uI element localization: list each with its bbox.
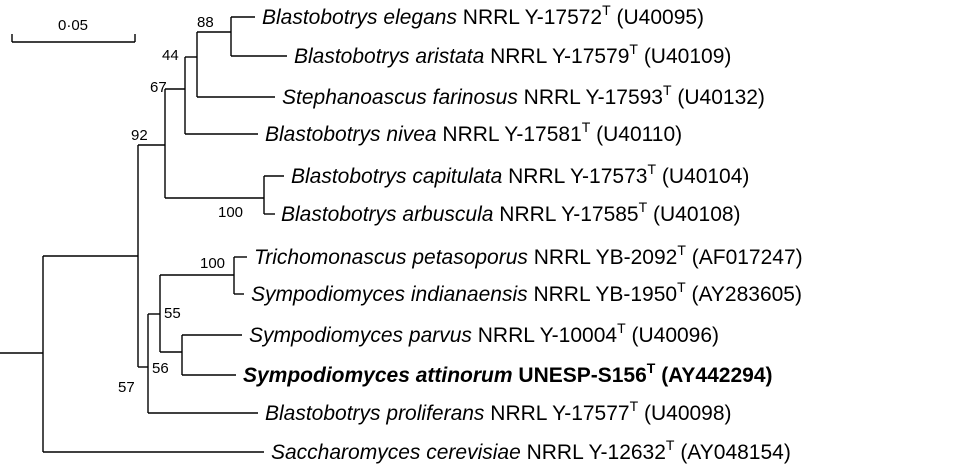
- bootstrap-88: 88: [197, 14, 214, 31]
- taxon-accession: (U40104): [656, 165, 749, 188]
- bootstrap-56: 56: [152, 360, 169, 377]
- taxon-strain: UNESP-S156: [513, 364, 647, 387]
- taxon-accession: (U40132): [672, 86, 765, 109]
- bootstrap-57: 57: [118, 379, 135, 396]
- taxon-label: Blastobotrys nivea NRRL Y-17581T (U40110…: [265, 119, 682, 146]
- taxon-label: Blastobotrys arbuscula NRRL Y-17585T (U4…: [281, 199, 741, 226]
- taxon-name: Trichomonascus petasoporus: [254, 246, 528, 269]
- taxon-name: Blastobotrys aristata: [294, 45, 484, 68]
- taxon-name: Blastobotrys nivea: [265, 123, 437, 146]
- taxon-name: Blastobotrys proliferans: [265, 402, 485, 425]
- taxon-label: Sympodiomyces attinorum UNESP-S156T (AY4…: [243, 360, 773, 387]
- bootstrap-55: 55: [164, 305, 181, 322]
- taxon-strain: NRRL Y-17572: [457, 6, 602, 29]
- taxon-strain: NRRL Y-17579: [484, 45, 629, 68]
- tree-branches: [0, 16, 287, 453]
- taxon-strain: NRRL Y-17585: [493, 203, 638, 226]
- taxon-name: Sympodiomyces attinorum: [243, 364, 513, 387]
- taxon-accession: (AF017247): [686, 246, 803, 269]
- taxon-labels: Blastobotrys elegans NRRL Y-17572T (U400…: [243, 2, 803, 464]
- taxon-name: Saccharomyces cerevisiae: [271, 441, 521, 464]
- taxon-strain: NRRL Y-17577: [484, 402, 629, 425]
- taxon-accession: (AY048154): [674, 441, 790, 464]
- type-strain-mark: T: [677, 279, 686, 295]
- taxon-name: Blastobotrys elegans: [262, 6, 457, 29]
- bootstrap-100-trichomonascus: 100: [200, 255, 225, 272]
- taxon-name: Blastobotrys arbuscula: [281, 203, 493, 226]
- bootstrap-100-arbuscula: 100: [218, 204, 243, 221]
- taxon-accession: (AY283605): [686, 283, 802, 306]
- taxon-accession: (U40108): [647, 203, 740, 226]
- type-strain-mark: T: [663, 82, 672, 98]
- taxon-accession: (AY442294): [655, 364, 772, 387]
- type-strain-mark: T: [629, 41, 638, 57]
- type-strain-mark: T: [647, 161, 656, 177]
- taxon-label: Sympodiomyces indianaensis NRRL YB-1950T…: [251, 279, 802, 306]
- taxon-label: Blastobotrys capitulata NRRL Y-17573T (U…: [291, 161, 749, 188]
- taxon-accession: (U40110): [590, 123, 682, 146]
- bootstrap-values: 88 44 67 92 100 100 55 56 57: [118, 14, 243, 396]
- type-strain-mark: T: [647, 360, 656, 376]
- taxon-name: Sympodiomyces indianaensis: [251, 283, 528, 306]
- taxon-strain: NRRL Y-17593: [518, 86, 663, 109]
- scale-bar: 0·05: [11, 17, 136, 43]
- taxon-strain: NRRL Y-12632: [521, 441, 666, 464]
- taxon-strain: NRRL Y-10004: [472, 324, 617, 347]
- bootstrap-44: 44: [162, 47, 179, 64]
- taxon-label: Saccharomyces cerevisiae NRRL Y-12632T (…: [271, 437, 791, 464]
- taxon-strain: NRRL YB-1950: [528, 283, 677, 306]
- taxon-label: Blastobotrys elegans NRRL Y-17572T (U400…: [262, 2, 704, 29]
- type-strain-mark: T: [617, 320, 626, 336]
- taxon-label: Trichomonascus petasoporus NRRL YB-2092T…: [254, 242, 803, 269]
- taxon-strain: NRRL YB-2092: [528, 246, 677, 269]
- type-strain-mark: T: [639, 199, 648, 215]
- taxon-label: Blastobotrys aristata NRRL Y-17579T (U40…: [294, 41, 731, 68]
- type-strain-mark: T: [630, 398, 639, 414]
- taxon-accession: (U40096): [626, 324, 719, 347]
- taxon-name: Stephanoascus farinosus: [282, 86, 518, 109]
- type-strain-mark: T: [582, 119, 591, 135]
- taxon-accession: (U40098): [638, 402, 731, 425]
- bootstrap-92: 92: [131, 127, 148, 144]
- taxon-accession: (U40109): [638, 45, 731, 68]
- type-strain-mark: T: [677, 242, 686, 258]
- taxon-name: Blastobotrys capitulata: [291, 165, 502, 188]
- taxon-label: Stephanoascus farinosus NRRL Y-17593T (U…: [282, 82, 765, 109]
- scale-bar-label: 0·05: [58, 17, 88, 34]
- type-strain-mark: T: [666, 437, 675, 453]
- bootstrap-67: 67: [150, 79, 167, 96]
- taxon-accession: (U40095): [611, 6, 704, 29]
- type-strain-mark: T: [602, 2, 611, 18]
- taxon-strain: NRRL Y-17581: [437, 123, 582, 146]
- taxon-strain: NRRL Y-17573: [502, 165, 647, 188]
- taxon-label: Blastobotrys proliferans NRRL Y-17577T (…: [265, 398, 732, 425]
- taxon-label: Sympodiomyces parvus NRRL Y-10004T (U400…: [249, 320, 719, 347]
- taxon-name: Sympodiomyces parvus: [249, 324, 472, 347]
